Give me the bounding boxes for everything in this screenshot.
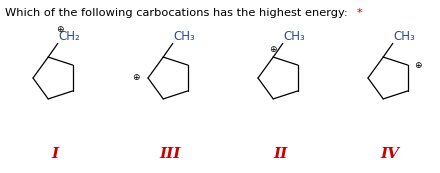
Text: CH₃: CH₃	[394, 30, 415, 43]
Text: ⊕: ⊕	[132, 74, 140, 83]
Text: III: III	[159, 147, 181, 161]
Text: CH₂: CH₂	[59, 30, 81, 43]
Text: CH₃: CH₃	[284, 30, 305, 43]
Text: *: *	[357, 8, 363, 18]
Text: CH₃: CH₃	[174, 30, 195, 43]
Text: ⊕: ⊕	[414, 61, 422, 70]
Text: ⊕: ⊕	[56, 25, 63, 34]
Text: I: I	[51, 147, 59, 161]
Text: IV: IV	[381, 147, 400, 161]
Text: II: II	[273, 147, 287, 161]
Text: ⊕: ⊕	[269, 45, 277, 54]
Text: Which of the following carbocations has the highest energy:: Which of the following carbocations has …	[5, 8, 352, 18]
